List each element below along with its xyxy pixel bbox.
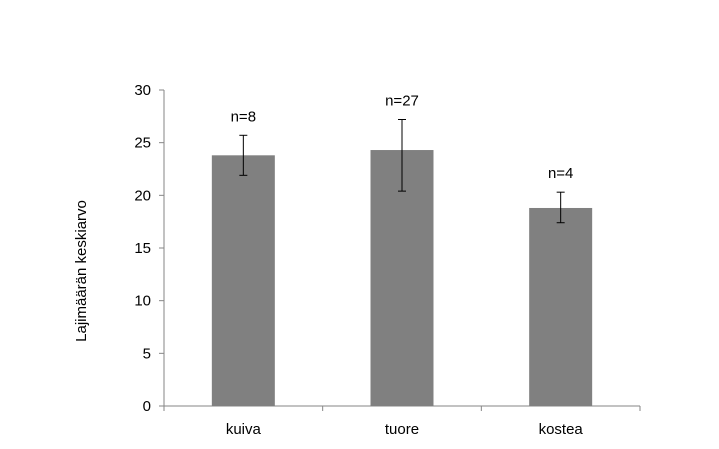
y-tick-label: 25	[134, 135, 151, 152]
y-tick-label: 20	[134, 187, 151, 204]
bar-kuiva	[211, 155, 275, 406]
y-tick-label: 0	[143, 398, 151, 415]
y-tick-label: 15	[134, 240, 151, 257]
y-tick-label: 10	[134, 293, 151, 310]
y-tick-label: 5	[143, 345, 151, 362]
x-tick-label-kostea: kostea	[539, 421, 584, 438]
y-axis-title: Lajimäärän keskiarvo	[73, 200, 90, 342]
y-tick-label: 30	[134, 82, 151, 99]
data-label-kuiva: n=8	[231, 108, 256, 125]
x-tick-label-tuore: tuore	[385, 421, 419, 438]
bar-tuore	[370, 150, 434, 406]
x-tick-label-kuiva: kuiva	[226, 421, 262, 438]
data-label-tuore: n=27	[385, 92, 419, 109]
data-label-kostea: n=4	[548, 165, 573, 182]
bar-kostea	[529, 207, 593, 406]
